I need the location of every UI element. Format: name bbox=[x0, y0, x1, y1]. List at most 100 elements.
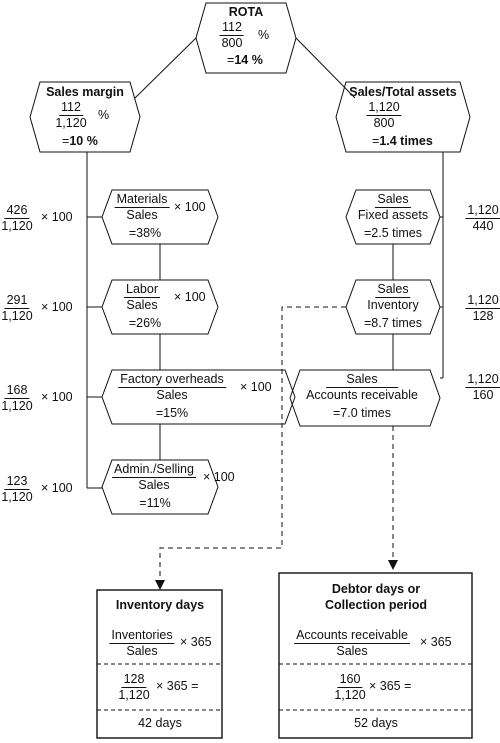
arrowhead-debtor bbox=[388, 560, 398, 570]
right-ratio-denominator: 160 bbox=[472, 388, 494, 402]
right-ratio-numerator: 1,120 bbox=[465, 293, 500, 309]
debtor-days-formula-numerator: Accounts receivable bbox=[294, 628, 410, 644]
rota-equals: = bbox=[227, 53, 235, 67]
debtor-days-calc-numerator: 160 bbox=[337, 672, 363, 688]
debtor-days-formula: Accounts receivable Sales bbox=[294, 628, 410, 659]
sales-total-assets-equals: = bbox=[372, 134, 380, 148]
left-ratio-denominator: 1,120 bbox=[1, 399, 33, 413]
inventory-result: =8.7 times bbox=[363, 316, 423, 330]
sales-total-assets-result-row: =1.4 times bbox=[372, 134, 433, 149]
sales-margin-title: Sales margin bbox=[46, 85, 124, 99]
rota-title: ROTA bbox=[228, 5, 264, 19]
right-ratio-inventory: 1,120 128 bbox=[465, 293, 500, 324]
sales-margin-percent-sign: % bbox=[98, 108, 110, 122]
inventory-days-title: Inventory days bbox=[115, 598, 205, 612]
accounts-receivable-numerator: Sales bbox=[326, 372, 398, 388]
accounts-receivable-box bbox=[289, 369, 441, 427]
sales-margin-result: 10 % bbox=[69, 134, 98, 148]
rota-percent-sign: % bbox=[258, 28, 270, 42]
factory-overheads-result: =15% bbox=[155, 406, 189, 420]
debtor-days-title-line1: Debtor days or bbox=[331, 582, 421, 596]
left-ratio-materials: 426 1,120 bbox=[0, 203, 35, 234]
left-ratio-admin-selling: 123 1,120 bbox=[0, 474, 35, 505]
admin-selling-result: =11% bbox=[139, 496, 171, 510]
labor-denominator: Sales bbox=[126, 298, 158, 312]
sales-total-assets-title: Sales/Total assets bbox=[349, 85, 457, 99]
right-ratio-denominator: 128 bbox=[472, 309, 494, 323]
materials-fraction: Materials Sales bbox=[114, 192, 170, 223]
inventory-days-formula-times: × 365 bbox=[180, 635, 212, 649]
admin-selling-box bbox=[101, 459, 219, 515]
factory-overheads-denominator: Sales bbox=[156, 388, 188, 402]
sales-margin-numerator: 112 bbox=[59, 100, 83, 116]
sales-margin-equals: = bbox=[62, 134, 70, 148]
fixed-assets-numerator: Sales bbox=[375, 192, 411, 208]
accounts-receivable-result: =7.0 times bbox=[332, 406, 392, 420]
right-ratio-numerator: 1,120 bbox=[465, 372, 500, 388]
inventory-days-formula-denominator: Sales bbox=[126, 644, 158, 658]
materials-result: =38% bbox=[128, 226, 162, 240]
admin-selling-times: × 100 bbox=[203, 470, 235, 484]
materials-times: × 100 bbox=[174, 200, 206, 214]
rota-numerator: 112 bbox=[220, 20, 244, 36]
left-ratio-times: × 100 bbox=[41, 481, 73, 495]
inventory-days-calc-denominator: 1,120 bbox=[118, 688, 150, 702]
labor-numerator: Labor bbox=[124, 282, 160, 298]
left-ratio-times: × 100 bbox=[41, 210, 73, 224]
left-ratio-labor: 291 1,120 bbox=[0, 293, 35, 324]
inventory-days-calc-times: × 365 = bbox=[156, 679, 199, 693]
fixed-assets-denominator: Fixed assets bbox=[357, 208, 429, 222]
accounts-receivable-denominator: Accounts receivable bbox=[306, 388, 418, 402]
fixed-assets-box bbox=[345, 189, 441, 245]
left-ratio-denominator: 1,120 bbox=[1, 490, 33, 504]
factory-overheads-numerator: Factory overheads bbox=[118, 372, 226, 388]
right-ratio-denominator: 440 bbox=[472, 219, 494, 233]
rota-result-row: =14 % bbox=[227, 53, 263, 68]
right-ratio-accounts-receivable: 1,120 160 bbox=[465, 372, 500, 403]
debtor-days-result: 52 days bbox=[354, 716, 398, 730]
left-ratio-numerator: 123 bbox=[4, 474, 30, 490]
fixed-assets-result: =2.5 times bbox=[363, 226, 423, 240]
sales-total-assets-result: 1.4 times bbox=[379, 134, 433, 148]
sales-margin-denominator: 1,120 bbox=[55, 116, 87, 130]
debtor-days-formula-denominator: Sales bbox=[336, 644, 368, 658]
inventory-denominator: Inventory bbox=[367, 298, 419, 312]
factory-overheads-times: × 100 bbox=[240, 380, 272, 394]
inventory-days-calc-numerator: 128 bbox=[121, 672, 147, 688]
debtor-days-calc: 160 1,120 bbox=[332, 672, 367, 703]
arrowhead-inventory bbox=[155, 580, 165, 590]
sales-total-assets-numerator: 1,120 bbox=[366, 100, 402, 116]
sales-total-assets-box bbox=[335, 81, 471, 153]
inventory-numerator: Sales bbox=[375, 282, 411, 298]
left-ratio-times: × 100 bbox=[41, 300, 73, 314]
labor-times: × 100 bbox=[174, 290, 206, 304]
debtor-days-title-line2: Collection period bbox=[324, 598, 428, 612]
debtor-days-calc-times: × 365 = bbox=[369, 679, 412, 693]
rota-denominator: 800 bbox=[221, 36, 243, 50]
left-ratio-denominator: 1,120 bbox=[1, 219, 33, 233]
right-ratio-fixed-assets: 1,120 440 bbox=[465, 203, 500, 234]
admin-selling-numerator: Admin./Selling bbox=[112, 462, 196, 478]
sales-total-assets-fraction: 1,120 800 bbox=[366, 100, 402, 131]
debtor-days-box bbox=[278, 572, 473, 739]
inventory-days-formula: Inventories Sales bbox=[109, 628, 175, 659]
debtor-days-calc-denominator: 1,120 bbox=[334, 688, 366, 702]
left-ratio-times: × 100 bbox=[41, 390, 73, 404]
inventory-days-result: 42 days bbox=[138, 716, 182, 730]
left-ratio-numerator: 426 bbox=[4, 203, 30, 219]
labor-result: =26% bbox=[128, 316, 162, 330]
inventory-days-formula-numerator: Inventories bbox=[109, 628, 175, 644]
inventory-fraction: Sales Inventory bbox=[365, 282, 420, 313]
left-ratio-numerator: 168 bbox=[4, 383, 30, 399]
materials-denominator: Sales bbox=[126, 208, 158, 222]
sales-margin-box bbox=[29, 81, 141, 153]
factory-overheads-fraction: Factory overheads Sales bbox=[118, 372, 226, 403]
sales-margin-result-row: =10 % bbox=[62, 134, 98, 149]
left-ratio-numerator: 291 bbox=[4, 293, 30, 309]
labor-fraction: Labor Sales bbox=[124, 282, 160, 313]
materials-numerator: Materials bbox=[114, 192, 170, 208]
left-ratio-denominator: 1,120 bbox=[1, 309, 33, 323]
rota-result: 14 % bbox=[234, 53, 263, 67]
admin-selling-fraction: Admin./Selling Sales bbox=[112, 462, 196, 493]
